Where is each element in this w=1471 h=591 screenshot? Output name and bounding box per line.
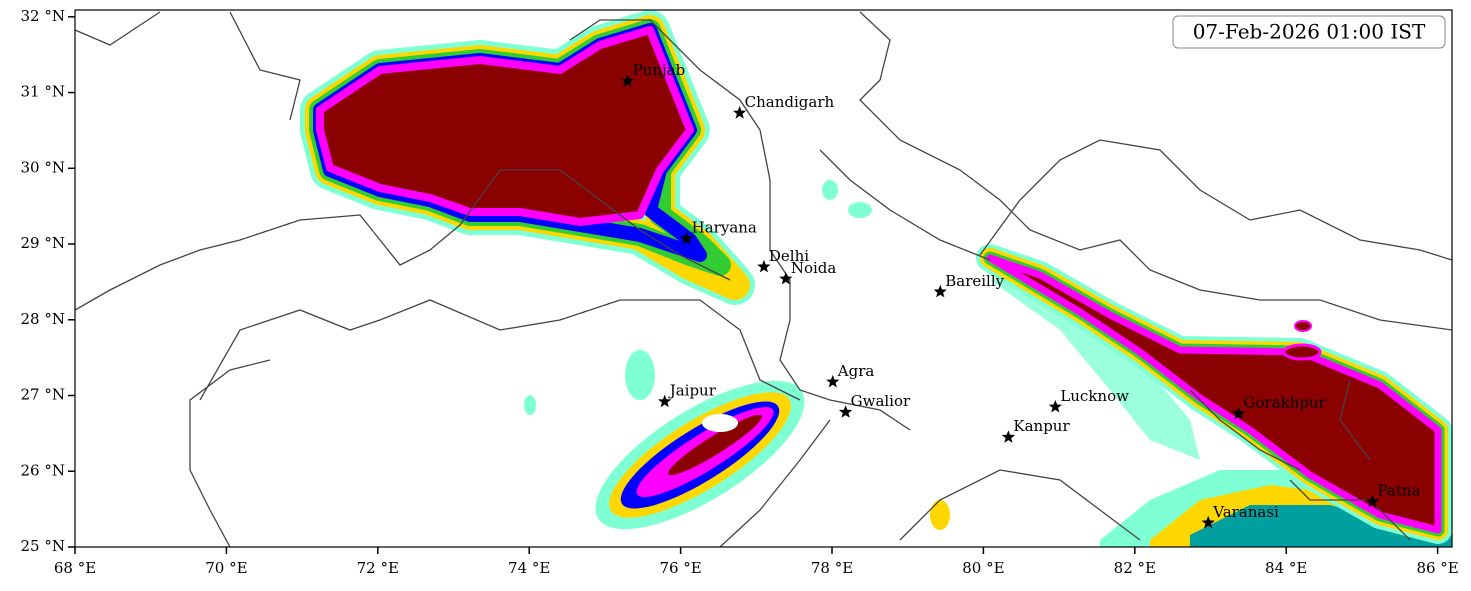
precip-blob-north (300, 10, 755, 305)
city-label: Gwalior (851, 392, 911, 410)
city-marker (1048, 399, 1062, 413)
x-tick-label: 80 °E (962, 559, 1004, 577)
city-marker (621, 74, 635, 87)
x-tick-label: 68 °E (54, 559, 96, 577)
precip-blob-east (976, 244, 1452, 547)
city-label: Lucknow (1060, 387, 1129, 405)
plot-frame (74, 9, 1453, 548)
timestamp: 07-Feb-2026 01:00 IST (1193, 20, 1426, 44)
city-marker (1201, 515, 1215, 529)
x-tick-label: 70 °E (205, 559, 247, 577)
x-tick-label: 78 °E (811, 559, 853, 577)
precipitation (300, 10, 1452, 547)
city-marker (933, 284, 947, 298)
timestamp-frame (1172, 15, 1446, 49)
y-tick-label: 30 °N (21, 158, 65, 176)
y-tick-label: 32 °N (21, 7, 65, 25)
city-label: Bareilly (945, 272, 1004, 290)
y-tick-label: 26 °N (21, 461, 65, 479)
x-tick-label: 72 °E (357, 559, 399, 577)
borders (75, 11, 1452, 547)
x-tick-label: 86 °E (1416, 559, 1458, 577)
city-label: Punjab (633, 61, 686, 79)
timestamp-box: 07-Feb-2026 01:00 IST (1172, 15, 1446, 49)
city-label: Noida (791, 259, 837, 277)
city-label: Jaipur (668, 382, 717, 400)
city-label: Gorakhpur (1244, 394, 1327, 412)
city-label: Agra (837, 362, 875, 380)
city-label: Delhi (769, 247, 809, 265)
y-tick-label: 31 °N (21, 83, 65, 101)
city-marker (1231, 406, 1246, 420)
city-marker (826, 374, 840, 388)
city-marker (839, 405, 853, 418)
city-marker (658, 394, 672, 408)
city-marker (1001, 430, 1015, 443)
x-tick-label: 74 °E (508, 559, 550, 577)
city-label: Patna (1378, 482, 1421, 500)
city-marker (680, 231, 694, 245)
x-tick-label: 76 °E (659, 559, 701, 577)
precip-blob-south-west (524, 180, 950, 530)
y-tick-label: 25 °N (21, 537, 65, 555)
x-tick-label: 84 °E (1265, 559, 1307, 577)
city-label: Kanpur (1013, 417, 1070, 435)
city-marker (779, 271, 793, 285)
city-label: Chandigarh (745, 93, 835, 111)
city-marker (733, 106, 747, 119)
y-tick-label: 27 °N (21, 386, 65, 404)
city-label: Varanasi (1212, 503, 1279, 521)
city-marker (1365, 494, 1380, 508)
y-tick-label: 28 °N (21, 310, 65, 328)
x-tick-label: 82 °E (1114, 559, 1156, 577)
y-tick-label: 29 °N (21, 234, 65, 252)
city-marker (757, 259, 771, 273)
city-label: Haryana (692, 219, 757, 237)
